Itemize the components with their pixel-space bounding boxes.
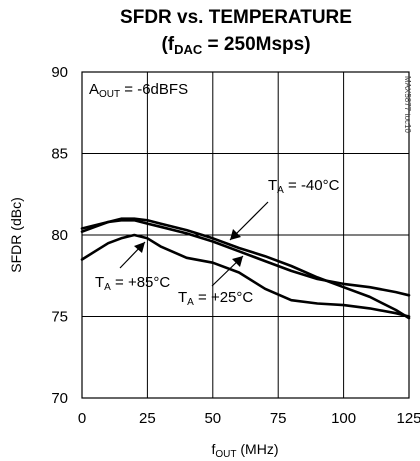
y-tick-label: 80: [51, 227, 68, 244]
x-tick-label: 75: [270, 410, 287, 427]
series-label-plus25-suffix: = +25°C: [194, 289, 254, 306]
condition-suffix: = -6dBFS: [120, 81, 188, 98]
series-line-1: [80, 233, 411, 318]
series-label-plus85-suffix: = +85°C: [111, 274, 171, 291]
y-axis-label: SFDR (dBc): [8, 197, 24, 272]
x-tick-label: 0: [78, 410, 86, 427]
arrowhead-plus85: [134, 242, 145, 253]
series-label-minus40-suffix: = -40°C: [284, 177, 340, 194]
series-label-plus25: TA = +25°C: [178, 289, 253, 308]
condition-label: AOUT = -6dBFS: [89, 81, 188, 100]
arrowhead-minus40: [230, 229, 241, 240]
condition-subscript: OUT: [99, 89, 120, 100]
x-axis-label: fOUT (MHz): [212, 441, 279, 460]
y-tick-label: 75: [51, 309, 68, 326]
series-label-minus40: TA = -40°C: [268, 177, 340, 196]
x-tick-label: 100: [331, 410, 356, 427]
y-tick-labels: 70 75 80 85 90: [51, 64, 68, 407]
y-tick-label: 85: [51, 146, 68, 163]
series-line-2: [80, 219, 411, 297]
condition-main: A: [89, 81, 99, 98]
x-tick-labels: 0 25 50 75 100 125: [78, 410, 420, 427]
title-prefix: (f: [161, 34, 174, 55]
x-tick-label: 50: [204, 410, 221, 427]
x-tick-label: 125: [396, 410, 420, 427]
y-tick-label: 90: [51, 64, 68, 81]
title-suffix: = 250Msps): [202, 34, 310, 55]
series-label-minus40-main: T: [268, 177, 277, 194]
x-label-subscript: OUT: [215, 449, 236, 460]
series-lines: [80, 217, 411, 320]
series-label-minus40-sub: A: [277, 185, 284, 196]
arrowhead-plus25: [232, 256, 243, 267]
x-label-main: f: [212, 441, 216, 457]
title-subscript: DAC: [174, 42, 203, 57]
series-label-plus25-main: T: [178, 289, 187, 306]
chart-title-line2: (fDAC = 250Msps): [161, 34, 310, 57]
chart-title-line1: SFDR vs. TEMPERATURE: [120, 7, 352, 28]
series-label-plus25-sub: A: [187, 297, 194, 308]
y-tick-label: 70: [51, 390, 68, 407]
part-code: MAX5877 toc10: [403, 76, 412, 133]
series-label-plus85: TA = +85°C: [95, 274, 170, 293]
x-label-suffix: (MHz): [237, 441, 279, 457]
series-label-plus85-main: T: [95, 274, 104, 291]
x-tick-label: 25: [139, 410, 156, 427]
series-label-plus85-sub: A: [104, 282, 111, 293]
